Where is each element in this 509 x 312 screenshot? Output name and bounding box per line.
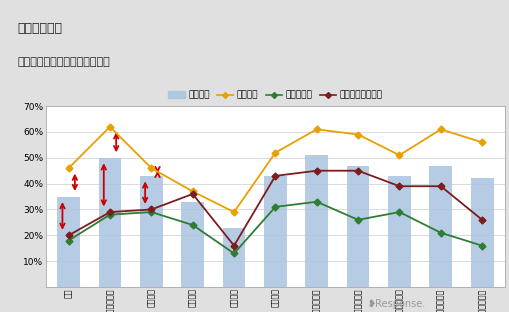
- Text: ❥Response.: ❥Response.: [366, 299, 425, 309]
- Bar: [181, 202, 204, 287]
- Legend: 業界全体, 継続意向, 非継続意向, 参考調査運送会社: 業界全体, 継続意向, 非継続意向, 参考調査運送会社: [164, 87, 385, 103]
- Bar: [222, 227, 245, 287]
- Bar: [57, 197, 80, 287]
- Text: （調査実施会社のドライバー）: （調査実施会社のドライバー）: [17, 57, 110, 67]
- Bar: [470, 178, 493, 287]
- Text: 労働環境満足: 労働環境満足: [17, 22, 62, 35]
- Bar: [305, 155, 327, 287]
- Bar: [264, 176, 286, 287]
- Bar: [98, 158, 121, 287]
- Bar: [139, 176, 162, 287]
- Bar: [346, 166, 369, 287]
- Bar: [429, 166, 451, 287]
- Bar: [387, 176, 410, 287]
